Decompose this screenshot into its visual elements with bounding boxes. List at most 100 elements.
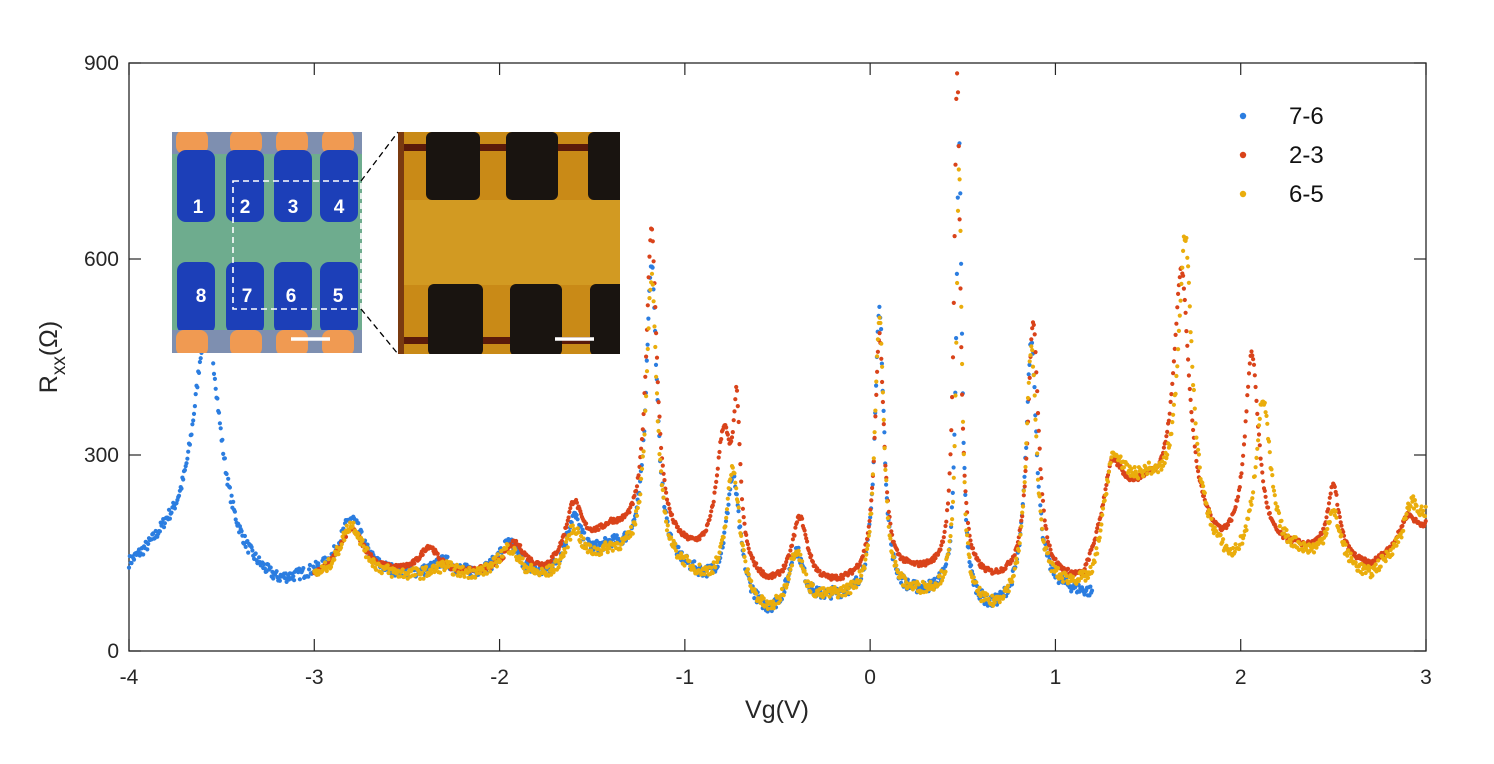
data-point: [950, 499, 956, 504]
data-point: [708, 513, 713, 519]
data-point: [218, 426, 223, 431]
data-point: [886, 524, 891, 529]
data-point: [226, 476, 231, 481]
data-point: [1131, 474, 1136, 479]
data-point: [780, 569, 786, 574]
data-point: [488, 569, 493, 574]
data-point: [1156, 470, 1161, 475]
data-point: [198, 356, 203, 361]
data-point: [428, 571, 434, 576]
data-point: [736, 509, 741, 514]
data-point: [550, 554, 555, 560]
data-point: [549, 558, 554, 563]
data-point: [220, 437, 225, 442]
data-point: [297, 577, 302, 582]
data-point: [746, 546, 751, 551]
data-point: [211, 361, 216, 366]
data-point: [1423, 504, 1428, 509]
data-point: [1021, 493, 1026, 498]
data-point: [129, 561, 134, 566]
data-point: [1336, 510, 1342, 515]
data-point: [713, 485, 718, 490]
data-point: [1132, 465, 1137, 470]
data-point: [1025, 395, 1031, 401]
data-point: [1240, 462, 1245, 467]
data-point: [1246, 371, 1252, 376]
data-point: [705, 521, 710, 526]
data-point: [1166, 418, 1171, 423]
data-point: [945, 501, 951, 506]
data-point: [1045, 539, 1051, 545]
data-point: [840, 593, 845, 598]
data-point: [862, 566, 867, 571]
data-point: [356, 521, 361, 526]
data-point: [714, 473, 720, 478]
data-point: [574, 512, 579, 518]
data-point: [886, 509, 891, 514]
data-point: [1173, 332, 1178, 337]
data-point: [957, 177, 962, 182]
inset-zoom-contact: [426, 132, 480, 200]
data-point: [146, 541, 151, 547]
data-point: [1333, 509, 1338, 514]
data-point: [947, 539, 952, 544]
data-point: [809, 553, 814, 558]
data-point: [964, 500, 969, 506]
data-point: [990, 603, 996, 608]
data-point: [1349, 555, 1354, 561]
data-point: [1401, 528, 1406, 534]
data-point: [1014, 556, 1019, 561]
data-point: [227, 485, 232, 490]
data-point: [931, 587, 936, 592]
data-point: [729, 439, 734, 444]
data-point: [867, 518, 872, 524]
data-point: [1217, 523, 1222, 529]
data-point: [1197, 465, 1202, 470]
data-point: [1200, 480, 1205, 485]
data-point: [446, 564, 451, 569]
data-point: [1301, 549, 1306, 554]
data-point: [1224, 525, 1229, 531]
data-point: [343, 534, 349, 540]
data-point: [664, 497, 670, 502]
data-point: [614, 533, 619, 538]
data-point: [1204, 501, 1209, 506]
data-point: [798, 552, 803, 557]
data-point: [1038, 467, 1043, 472]
data-point: [675, 524, 680, 530]
data-point: [215, 396, 220, 401]
inset-zoom-image: [398, 132, 620, 354]
data-point: [1378, 564, 1383, 569]
data-point: [1337, 529, 1342, 534]
data-point: [1263, 410, 1268, 415]
data-point: [561, 554, 566, 559]
data-point: [950, 355, 956, 360]
data-point: [878, 320, 883, 326]
data-point: [877, 304, 882, 309]
data-point: [493, 555, 498, 560]
data-point: [788, 548, 793, 553]
data-point: [1298, 542, 1303, 547]
data-point: [243, 544, 248, 550]
data-point: [1249, 349, 1254, 354]
data-point: [1250, 353, 1255, 358]
data-point: [650, 265, 655, 270]
data-point: [787, 571, 792, 576]
data-point: [955, 90, 961, 95]
data-point: [1233, 505, 1238, 510]
data-point: [1244, 528, 1249, 533]
data-point: [1241, 442, 1247, 447]
data-point: [664, 519, 669, 524]
data-point: [636, 473, 641, 478]
x-tick-label: -4: [120, 666, 139, 689]
data-point: [779, 586, 785, 592]
data-point: [1201, 484, 1206, 489]
data-point: [739, 479, 744, 484]
data-point: [964, 517, 969, 523]
data-point: [268, 565, 273, 570]
data-point: [736, 505, 741, 510]
data-point: [971, 575, 976, 580]
data-point: [326, 557, 331, 562]
data-point: [956, 144, 961, 149]
data-point: [1189, 339, 1194, 344]
